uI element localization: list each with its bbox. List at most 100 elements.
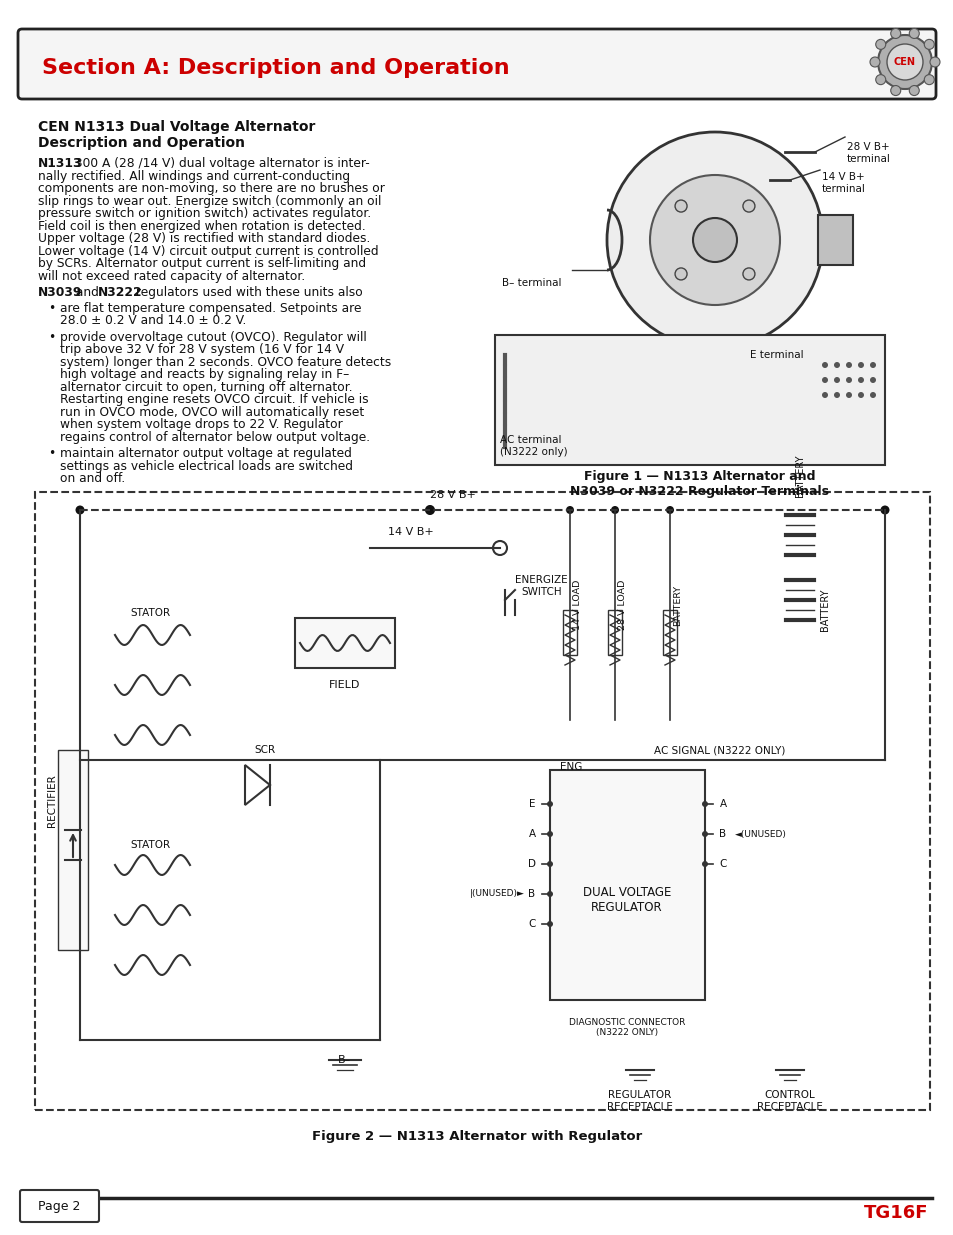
Text: pressure switch or ignition switch) activates regulator.: pressure switch or ignition switch) acti…: [38, 207, 371, 220]
Text: provide overvoltage cutout (OVCO). Regulator will: provide overvoltage cutout (OVCO). Regul…: [60, 331, 366, 343]
Circle shape: [908, 85, 919, 95]
Circle shape: [845, 362, 851, 368]
Circle shape: [675, 268, 686, 280]
Text: C: C: [528, 919, 536, 929]
Text: maintain alternator output voltage at regulated: maintain alternator output voltage at re…: [60, 447, 352, 459]
Circle shape: [821, 377, 827, 383]
Text: run in OVCO mode, OVCO will automatically reset: run in OVCO mode, OVCO will automaticall…: [60, 405, 364, 419]
Text: 28 V B+
terminal: 28 V B+ terminal: [846, 142, 890, 163]
Circle shape: [845, 377, 851, 383]
Text: are flat temperature compensated. Setpoints are: are flat temperature compensated. Setpoi…: [60, 301, 361, 315]
Text: 300 A (28 /14 V) dual voltage alternator is inter-: 300 A (28 /14 V) dual voltage alternator…: [71, 157, 370, 170]
Text: high voltage and reacts by signaling relay in F–: high voltage and reacts by signaling rel…: [60, 368, 349, 382]
Text: REGULATOR
RECEPTACLE: REGULATOR RECEPTACLE: [606, 1091, 672, 1112]
Circle shape: [857, 391, 863, 398]
Text: settings as vehicle electrical loads are switched: settings as vehicle electrical loads are…: [60, 459, 353, 473]
Circle shape: [425, 505, 434, 515]
Circle shape: [923, 40, 933, 49]
Text: STATOR: STATOR: [130, 608, 170, 618]
Text: E terminal: E terminal: [749, 350, 802, 359]
Text: C: C: [719, 860, 726, 869]
Text: A: A: [719, 799, 726, 809]
Circle shape: [890, 85, 900, 95]
Text: B: B: [528, 889, 535, 899]
Text: SCR: SCR: [254, 745, 275, 755]
Text: Upper voltage (28 V) is rectified with standard diodes.: Upper voltage (28 V) is rectified with s…: [38, 232, 370, 245]
Text: B–: B–: [338, 1055, 352, 1065]
Text: 14 V B+: 14 V B+: [388, 527, 434, 537]
Bar: [294, 618, 395, 668]
Text: 14 V B+
terminal: 14 V B+ terminal: [821, 172, 865, 194]
Circle shape: [701, 802, 707, 806]
Circle shape: [742, 268, 754, 280]
Text: AC terminal
(N3222 only): AC terminal (N3222 only): [499, 435, 567, 457]
Circle shape: [546, 921, 553, 927]
Circle shape: [869, 362, 875, 368]
Text: TG16F: TG16F: [862, 1204, 927, 1221]
Text: CEN: CEN: [893, 57, 915, 67]
Text: 28 V B+: 28 V B+: [430, 490, 476, 500]
Text: D: D: [527, 860, 536, 869]
Text: 28.0 ± 0.2 V and 14.0 ± 0.2 V.: 28.0 ± 0.2 V and 14.0 ± 0.2 V.: [60, 314, 246, 327]
Circle shape: [821, 362, 827, 368]
Text: CEN N1313 Dual Voltage Alternator: CEN N1313 Dual Voltage Alternator: [38, 120, 315, 135]
Text: DIAGNOSTIC CONNECTOR
(N3222 ONLY): DIAGNOSTIC CONNECTOR (N3222 ONLY): [568, 1018, 684, 1037]
Text: N1313: N1313: [38, 157, 82, 170]
Circle shape: [546, 802, 553, 806]
Text: 14 V LOAD: 14 V LOAD: [573, 579, 581, 630]
Text: by SCRs. Alternator output current is self-limiting and: by SCRs. Alternator output current is se…: [38, 257, 366, 270]
Circle shape: [890, 28, 900, 38]
Circle shape: [546, 890, 553, 897]
Text: Restarting engine resets OVCO circuit. If vehicle is: Restarting engine resets OVCO circuit. I…: [60, 393, 368, 406]
Text: Section A: Description and Operation: Section A: Description and Operation: [42, 58, 509, 78]
Bar: [662, 610, 677, 655]
Text: slip rings to wear out. Energize switch (commonly an oil: slip rings to wear out. Energize switch …: [38, 194, 381, 207]
FancyBboxPatch shape: [20, 1191, 99, 1221]
Circle shape: [821, 391, 827, 398]
Circle shape: [75, 505, 85, 515]
Circle shape: [845, 391, 851, 398]
Text: RECTIFIER: RECTIFIER: [47, 774, 57, 827]
Circle shape: [869, 391, 875, 398]
Circle shape: [493, 541, 506, 555]
Text: Figure 2 — N1313 Alternator with Regulator: Figure 2 — N1313 Alternator with Regulat…: [312, 1130, 641, 1144]
Circle shape: [649, 175, 780, 305]
Text: 28 V LOAD: 28 V LOAD: [618, 579, 626, 630]
Text: CONTROL
RECEPTACLE: CONTROL RECEPTACLE: [757, 1091, 822, 1112]
Text: •: •: [48, 301, 55, 315]
Text: BATTERY: BATTERY: [672, 584, 681, 626]
Text: Field coil is then energized when rotation is detected.: Field coil is then energized when rotati…: [38, 220, 365, 232]
Text: regulators used with these units also: regulators used with these units also: [132, 287, 362, 299]
Text: alternator circuit to open, turning off alternator.: alternator circuit to open, turning off …: [60, 380, 353, 394]
Text: trip above 32 V for 28 V system (16 V for 14 V: trip above 32 V for 28 V system (16 V fo…: [60, 343, 344, 356]
Bar: [550, 769, 704, 1000]
Text: ENERGIZE
SWITCH: ENERGIZE SWITCH: [515, 576, 567, 597]
Circle shape: [546, 861, 553, 867]
Text: A: A: [528, 829, 535, 839]
Circle shape: [886, 44, 923, 80]
Circle shape: [833, 362, 840, 368]
Circle shape: [875, 40, 884, 49]
Text: B: B: [719, 829, 726, 839]
Circle shape: [424, 505, 435, 515]
Circle shape: [929, 57, 939, 67]
Circle shape: [833, 377, 840, 383]
Circle shape: [877, 35, 931, 89]
Circle shape: [880, 505, 888, 515]
Text: STATOR: STATOR: [130, 840, 170, 850]
Circle shape: [692, 219, 737, 262]
Circle shape: [606, 132, 822, 348]
Circle shape: [869, 57, 879, 67]
Text: Figure 1 — N1313 Alternator and
N3039 or N3222 Regulator Terminals: Figure 1 — N1313 Alternator and N3039 or…: [570, 471, 828, 498]
Polygon shape: [245, 764, 270, 805]
Text: Lower voltage (14 V) circuit output current is controlled: Lower voltage (14 V) circuit output curr…: [38, 245, 378, 258]
Bar: [607, 610, 621, 655]
Circle shape: [675, 200, 686, 212]
Circle shape: [701, 861, 707, 867]
Bar: [562, 610, 577, 655]
Bar: [35, 492, 929, 1110]
Text: N3222: N3222: [98, 287, 143, 299]
Circle shape: [923, 74, 933, 85]
Text: and: and: [71, 287, 103, 299]
Text: Description and Operation: Description and Operation: [38, 136, 245, 149]
